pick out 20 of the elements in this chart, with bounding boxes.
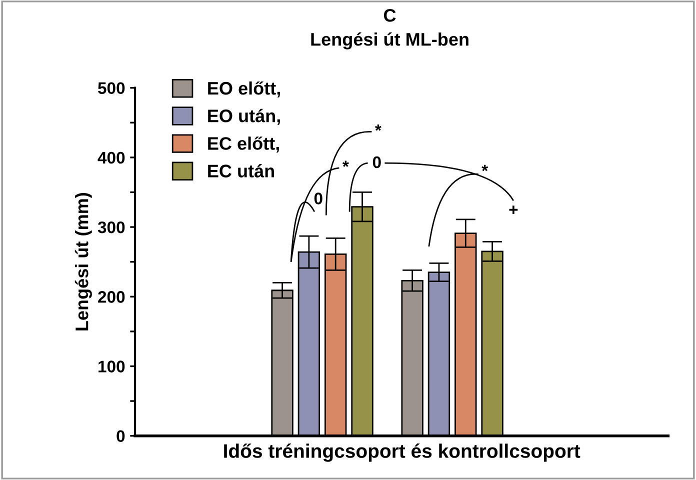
annotation: * <box>482 164 488 172</box>
legend-label: EO előtt, <box>208 81 280 98</box>
legend-label: EO után, <box>208 108 280 125</box>
annotation: 0 <box>314 192 322 204</box>
annotation: + <box>509 206 518 214</box>
annotation: * <box>374 124 382 131</box>
y-tick-label: 100 <box>98 360 125 372</box>
chart-subtitle: Lengési út ML-ben <box>311 32 468 50</box>
legend-label: EC előtt, <box>208 136 279 152</box>
y-tick-label: 300 <box>98 221 125 234</box>
y-tick-label: 500 <box>98 82 125 94</box>
annotation: * <box>342 160 349 167</box>
x-axis-title: Idős tréningcsoport és kontrollcsoport <box>224 443 580 462</box>
y-tick-label: 400 <box>98 152 125 164</box>
annotation: 0 <box>372 156 381 168</box>
y-axis-title: Lengési út (mm) <box>74 193 92 330</box>
chart-title: C <box>384 8 396 22</box>
y-tick-label: 200 <box>98 291 125 303</box>
legend-label: EC után <box>208 164 274 178</box>
y-tick-label: 0 <box>116 430 125 442</box>
